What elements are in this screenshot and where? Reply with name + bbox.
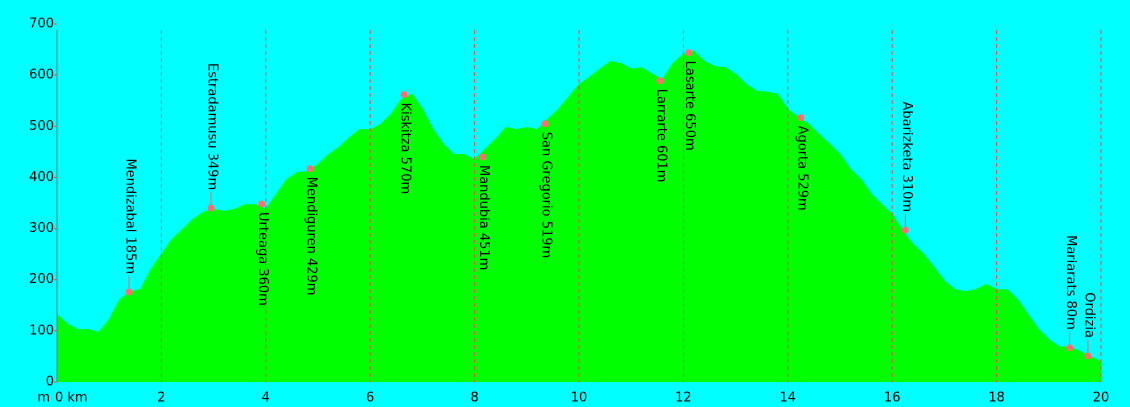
waypoint-dot xyxy=(685,49,693,57)
y-tick-label: 100 xyxy=(29,323,54,338)
waypoint-label: Mendiguren 429m xyxy=(304,177,319,296)
waypoint-dot xyxy=(1084,352,1092,360)
y-unit: m xyxy=(37,391,50,406)
waypoint-dot xyxy=(400,91,408,99)
x-tick-label: 18 xyxy=(988,391,1005,406)
y-tick-label: 600 xyxy=(29,68,54,83)
elevation-area xyxy=(57,51,1101,383)
waypoint-label: Abarizketa 310m xyxy=(899,101,914,212)
y-tick-label: 300 xyxy=(29,221,54,236)
waypoint-dot xyxy=(478,153,486,161)
waypoint-label: Agorta 529m xyxy=(794,126,809,211)
waypoint-label: Mendizabal 185m xyxy=(123,158,138,274)
waypoint-label: Kiskitza 570m xyxy=(398,103,413,195)
x-tick-label: 10 xyxy=(571,391,588,406)
y-tick-label: 500 xyxy=(29,119,54,134)
waypoint-dot xyxy=(541,120,549,128)
x-tick-label: 20 xyxy=(1093,391,1110,406)
waypoint-label: Mandubia 451m xyxy=(476,165,491,270)
x-tick-label: 2 xyxy=(157,391,165,406)
waypoint-dot xyxy=(207,204,215,212)
y-tick-label: 700 xyxy=(29,17,54,32)
waypoint-label: Urteaga 360m xyxy=(255,212,270,306)
waypoint-label: Larrarte 601m xyxy=(653,89,668,183)
waypoint-dot xyxy=(306,165,314,173)
x-tick-label: 0 km xyxy=(55,391,88,406)
y-tick-label: 400 xyxy=(29,170,54,185)
waypoint-dot xyxy=(797,114,805,122)
waypoint-dot xyxy=(901,226,909,234)
waypoint-dot xyxy=(125,288,133,296)
waypoint-dot xyxy=(656,77,664,85)
y-tick-label: 0 xyxy=(46,375,54,390)
x-tick-label: 14 xyxy=(780,391,797,406)
x-tick-label: 12 xyxy=(675,391,692,406)
waypoint-label: Ordizia xyxy=(1081,292,1096,338)
waypoint-label: Estradamusu 349m xyxy=(204,63,219,190)
x-tick-label: 16 xyxy=(884,391,901,406)
waypoint-label: Lasarte 650m xyxy=(682,61,697,151)
x-tick-label: 4 xyxy=(262,391,270,406)
x-tick-label: 6 xyxy=(366,391,374,406)
waypoint-dot xyxy=(1066,344,1074,352)
x-tick-label: 8 xyxy=(470,391,478,406)
waypoint-label: Mariarats 80m xyxy=(1063,235,1078,330)
elevation-line xyxy=(56,50,1102,363)
waypoint-dot xyxy=(258,200,266,208)
waypoint-label: San Gregorio 519m xyxy=(539,132,554,258)
y-tick-label: 200 xyxy=(29,272,54,287)
